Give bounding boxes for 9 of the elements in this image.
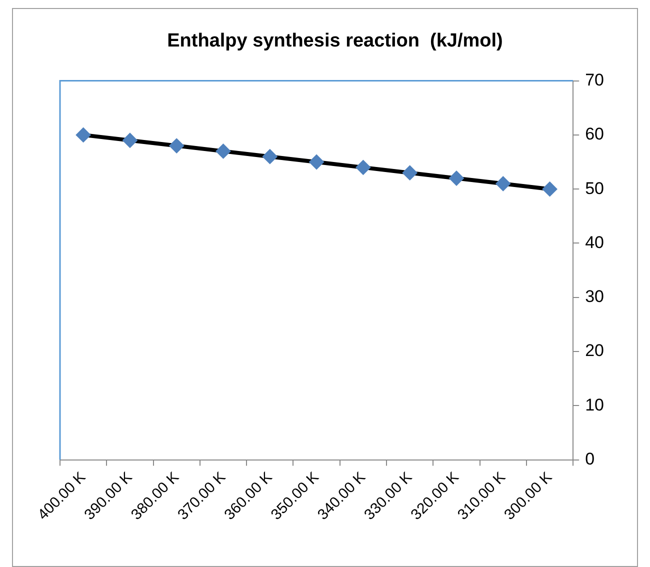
y-tick-label: 10 bbox=[585, 395, 604, 414]
chart-title: Enthalpy synthesis reaction (kJ/mol) bbox=[167, 30, 503, 52]
y-tick-label: 30 bbox=[585, 287, 604, 306]
y-tick-label: 50 bbox=[585, 178, 604, 198]
y-tick-label: 20 bbox=[585, 341, 604, 360]
y-tick-label: 60 bbox=[585, 124, 604, 144]
y-tick-label: 0 bbox=[585, 449, 595, 468]
y-tick-label: 40 bbox=[585, 232, 604, 252]
y-tick-label: 70 bbox=[585, 70, 604, 90]
